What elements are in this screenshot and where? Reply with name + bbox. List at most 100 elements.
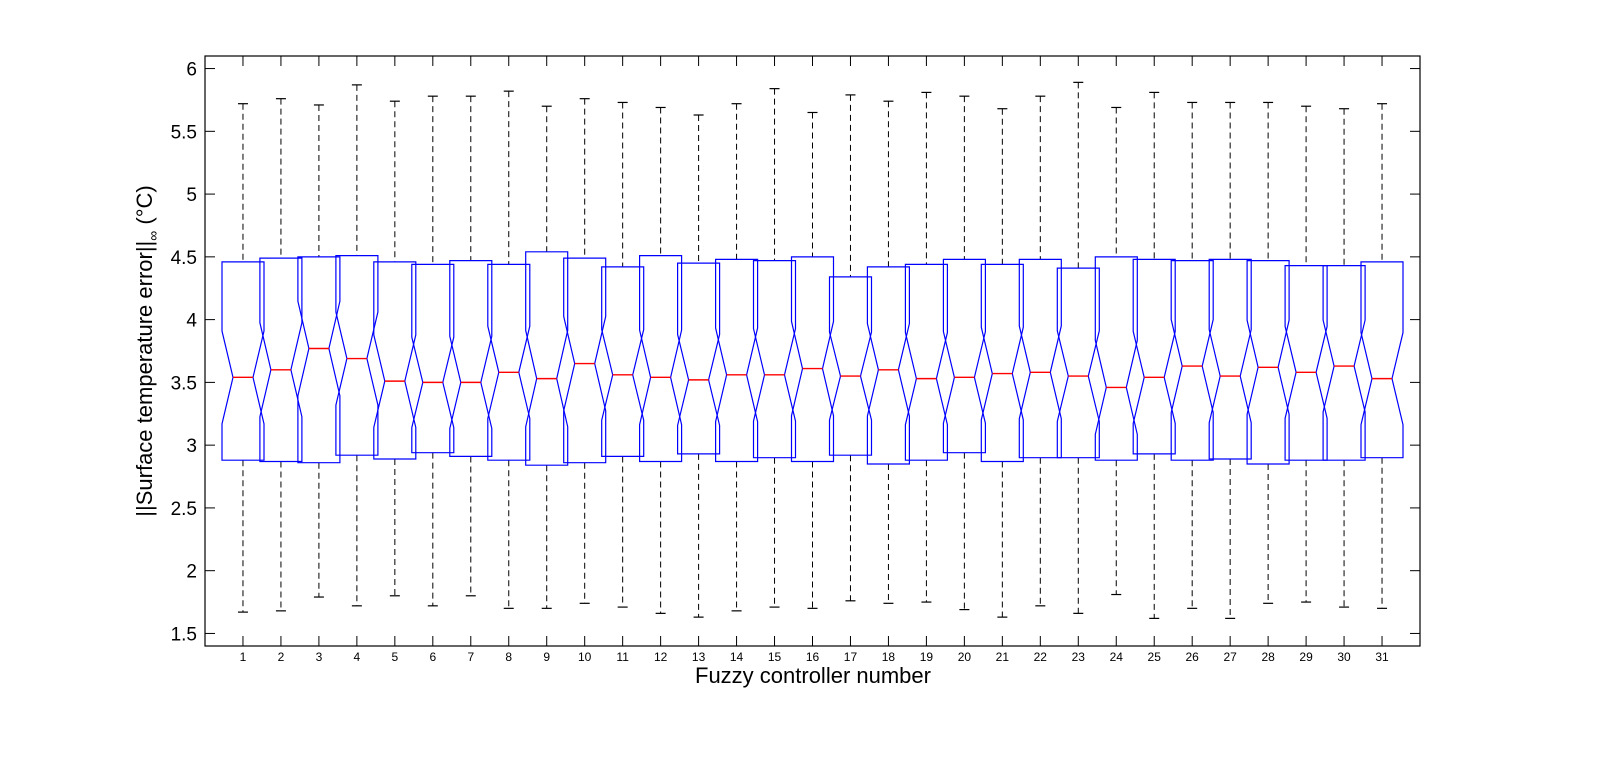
y-tick-label: 2	[186, 562, 197, 583]
box-2	[259, 98, 303, 612]
notched-box	[1056, 267, 1100, 459]
x-tick-label: 9	[543, 650, 550, 664]
x-tick-label: 12	[654, 650, 668, 664]
notched-box	[752, 260, 797, 459]
notched-box	[563, 257, 607, 464]
y-axis-label-main: ||Surface temperature error||	[132, 241, 157, 517]
y-tick-label: 6	[186, 60, 197, 81]
notched-box	[1246, 260, 1290, 465]
x-tick-label: 3	[316, 650, 323, 664]
box-30	[1322, 108, 1366, 608]
x-tick-label: 7	[467, 650, 474, 664]
x-tick-label: 17	[844, 650, 858, 664]
box-13	[676, 114, 721, 618]
box-17	[828, 94, 873, 602]
box-16	[790, 111, 835, 609]
x-tick-label: 10	[578, 650, 592, 664]
box-12	[638, 106, 683, 614]
notched-box	[866, 266, 911, 465]
box-27	[1208, 101, 1252, 619]
box-9	[525, 105, 569, 609]
boxes-layer	[221, 81, 1404, 619]
x-tick-label: 18	[882, 650, 896, 664]
notched-box	[676, 262, 721, 455]
box-14	[714, 103, 759, 612]
x-tick-label: 29	[1299, 650, 1313, 664]
box-28	[1246, 101, 1290, 604]
notched-box	[1322, 265, 1366, 461]
box-26	[1170, 101, 1214, 609]
x-tick-label: 26	[1186, 650, 1200, 664]
notched-box	[980, 263, 1024, 463]
notched-box	[828, 276, 873, 456]
y-tick-label: 4	[186, 311, 197, 332]
box-31	[1360, 103, 1404, 609]
notched-box	[904, 263, 949, 461]
x-tick-label: 23	[1072, 650, 1086, 664]
box-24	[1094, 106, 1138, 596]
box-20	[942, 95, 987, 611]
notched-box	[1170, 260, 1214, 461]
y-tick-label: 3.5	[171, 373, 197, 394]
notched-box	[525, 251, 569, 466]
notched-box	[411, 263, 455, 454]
x-tick-label: 25	[1148, 650, 1162, 664]
notched-box	[1094, 256, 1138, 461]
y-tick-label: 5.5	[171, 122, 197, 143]
box-19	[904, 91, 949, 603]
y-axis-label-subscript: ∞	[145, 231, 161, 241]
x-tick-label: 19	[920, 650, 934, 664]
y-tick-label: 4.5	[171, 248, 197, 269]
x-tick-label: 5	[392, 650, 399, 664]
box-8	[487, 90, 531, 609]
x-tick-label: 27	[1223, 650, 1237, 664]
x-tick-label: 30	[1337, 650, 1351, 664]
box-7	[449, 95, 493, 597]
y-axis-ticks: 1.5 2 2.5 3 3.5 4 4.5 5 5.5 6	[171, 60, 1420, 645]
box-18	[866, 100, 911, 604]
x-tick-label: 22	[1034, 650, 1048, 664]
x-tick-label: 8	[505, 650, 512, 664]
x-axis-label: Fuzzy controller number	[695, 663, 931, 688]
y-tick-label: 3	[186, 436, 197, 457]
box-23	[1056, 81, 1100, 614]
x-tick-label: 14	[730, 650, 744, 664]
x-tick-label: 20	[958, 650, 972, 664]
x-tick-label: 21	[996, 650, 1010, 664]
x-tick-label: 16	[806, 650, 820, 664]
y-tick-label: 1.5	[171, 624, 197, 645]
notched-box	[335, 255, 379, 456]
notched-box	[259, 257, 303, 463]
notched-box	[714, 258, 759, 463]
box-25	[1132, 91, 1176, 619]
notched-box	[638, 255, 683, 463]
notched-box	[1208, 258, 1252, 460]
notched-box	[601, 266, 645, 457]
box-15	[752, 88, 797, 608]
notched-box	[942, 258, 987, 454]
x-tick-label: 11	[616, 650, 629, 664]
y-tick-label: 5	[186, 185, 197, 206]
notched-box	[373, 261, 417, 460]
box-5	[373, 100, 417, 597]
notched-box	[790, 256, 835, 463]
box-1	[221, 103, 265, 613]
x-tick-label: 24	[1110, 650, 1124, 664]
x-tick-label: 6	[429, 650, 436, 664]
notched-box	[1132, 258, 1176, 455]
x-axis-ticks: 1 2 3 4 5 6 7 8 9 10 11 12 13 14 15 16 17 18 19 20 21 22 23 24 2…	[240, 56, 1389, 664]
box-21	[980, 108, 1024, 618]
box-4	[335, 84, 379, 607]
notched-box	[487, 263, 531, 461]
x-tick-label: 4	[354, 650, 361, 664]
y-axis-label: ||Surface temperature error||∞ (°C)	[132, 185, 161, 516]
box-6	[411, 95, 455, 607]
x-tick-label: 13	[692, 650, 706, 664]
notched-box	[1360, 261, 1404, 459]
box-11	[601, 101, 645, 608]
x-tick-label: 1	[240, 650, 247, 664]
box-10	[563, 98, 607, 604]
x-tick-label: 2	[278, 650, 285, 664]
box-3	[297, 104, 341, 598]
